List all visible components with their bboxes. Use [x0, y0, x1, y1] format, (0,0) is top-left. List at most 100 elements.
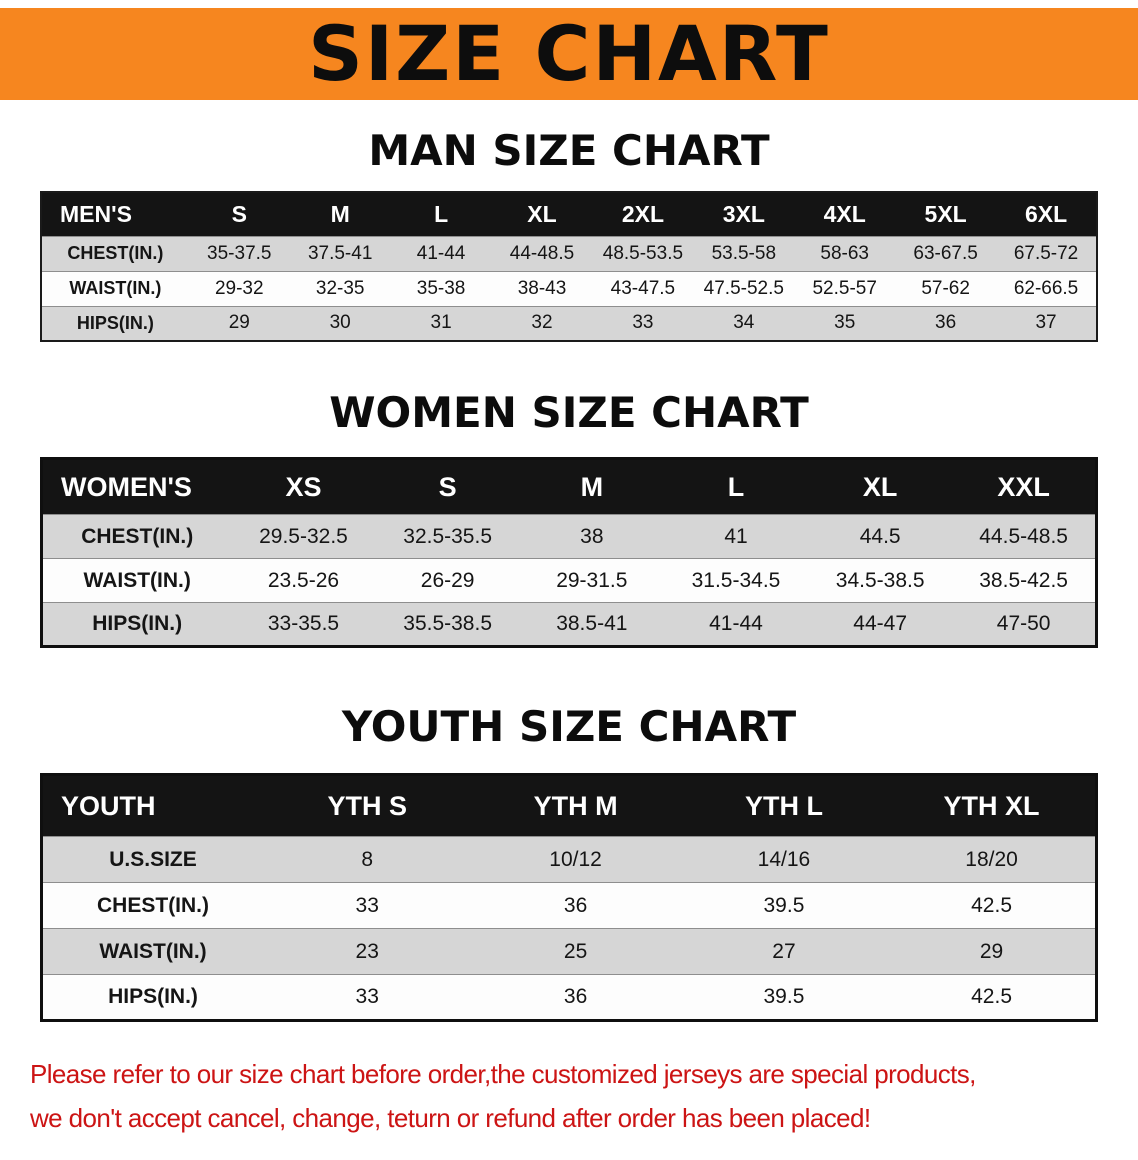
youth-size-table: YOUTH YTH S YTH M YTH L YTH XL U.S.SIZE 8 10/12… [40, 773, 1098, 1022]
size-value-cell: 31.5-34.5 [663, 558, 809, 603]
size-value-cell: 58-63 [794, 235, 896, 271]
size-column-header: L [663, 458, 809, 515]
size-column-header: L [390, 192, 492, 236]
size-value-cell: 29-31.5 [519, 558, 664, 603]
size-value-cell: 23.5-26 [231, 558, 376, 603]
size-value-cell: 34.5-38.5 [808, 558, 953, 603]
size-value-cell: 29 [888, 928, 1097, 975]
size-value-cell: 26-29 [375, 558, 520, 603]
size-value-cell: 29.5-32.5 [231, 514, 376, 559]
table-row: HIPS(IN.) 33-35.5 35.5-38.5 38.5-41 41-44 44-… [41, 602, 1097, 647]
size-value-cell: 34 [693, 305, 795, 341]
size-column-header: S [188, 192, 290, 236]
size-value-cell: 35.5-38.5 [375, 602, 520, 647]
size-column-header: 3XL [693, 192, 795, 236]
size-value-cell: 27 [679, 928, 889, 975]
size-value-cell: 10/12 [471, 836, 680, 883]
size-column-header: 2XL [592, 192, 694, 236]
size-value-cell: 32-35 [289, 270, 391, 306]
size-value-cell: 41-44 [663, 602, 809, 647]
size-value-cell: 14/16 [679, 836, 889, 883]
table-row: HIPS(IN.) 33 36 39.5 42.5 [41, 974, 1097, 1021]
table-header-row: MEN'S S M L XL 2XL 3XL 4XL 5XL 6XL [41, 192, 1097, 236]
size-value-cell: 63-67.5 [895, 235, 997, 271]
size-value-cell: 39.5 [679, 882, 889, 929]
table-row: U.S.SIZE 8 10/12 14/16 18/20 [41, 836, 1097, 883]
size-value-cell: 35-37.5 [188, 235, 290, 271]
size-value-cell: 33 [592, 305, 694, 341]
size-value-cell: 38-43 [491, 270, 593, 306]
size-value-cell: 42.5 [888, 882, 1097, 929]
table-title-cell: WOMEN'S [41, 458, 232, 515]
row-label-cell: WAIST(IN.) [41, 928, 264, 975]
size-column-header: XXL [952, 458, 1097, 515]
order-notice: Please refer to our size chart before or… [0, 1052, 1138, 1160]
table-header-row: WOMEN'S XS S M L XL XXL [41, 458, 1097, 515]
size-value-cell: 43-47.5 [592, 270, 694, 306]
women-section: WOMEN SIZE CHART WOMEN'S XS S M L XL XXL CHEST(… [0, 388, 1138, 648]
size-table: MEN'S S M L XL 2XL 3XL 4XL 5XL 6XL CHEST(IN.) 35-37… [40, 191, 1098, 342]
row-label-cell: HIPS(IN.) [41, 974, 264, 1021]
size-value-cell: 23 [263, 928, 472, 975]
size-value-cell: 8 [263, 836, 472, 883]
size-value-cell: 37.5-41 [289, 235, 391, 271]
size-column-header: 5XL [895, 192, 997, 236]
size-value-cell: 52.5-57 [794, 270, 896, 306]
youth-section-heading: YOUTH SIZE CHART [341, 702, 797, 751]
size-column-header: M [289, 192, 391, 236]
size-value-cell: 36 [471, 974, 680, 1021]
size-column-header: YTH XL [888, 774, 1097, 837]
size-value-cell: 53.5-58 [693, 235, 795, 271]
row-label-cell: CHEST(IN.) [41, 235, 189, 271]
size-value-cell: 39.5 [679, 974, 889, 1021]
size-value-cell: 41 [663, 514, 809, 559]
size-value-cell: 57-62 [895, 270, 997, 306]
size-column-header: XS [231, 458, 376, 515]
size-value-cell: 30 [289, 305, 391, 341]
row-label-cell: WAIST(IN.) [41, 270, 189, 306]
size-value-cell: 67.5-72 [996, 235, 1097, 271]
size-value-cell: 36 [895, 305, 997, 341]
size-table: WOMEN'S XS S M L XL XXL CHEST(IN.) 29.5-32.5 32.5… [40, 457, 1098, 648]
size-value-cell: 38 [519, 514, 664, 559]
size-value-cell: 37 [996, 305, 1097, 341]
size-value-cell: 42.5 [888, 974, 1097, 1021]
notice-line-1: Please refer to our size chart before or… [30, 1059, 976, 1089]
size-column-header: M [519, 458, 664, 515]
size-column-header: XL [808, 458, 953, 515]
row-label-cell: HIPS(IN.) [41, 602, 232, 647]
size-value-cell: 44-47 [808, 602, 953, 647]
size-value-cell: 35 [794, 305, 896, 341]
size-value-cell: 33-35.5 [231, 602, 376, 647]
table-row: CHEST(IN.) 29.5-32.5 32.5-35.5 38 41 44.5 44.5… [41, 514, 1097, 559]
size-value-cell: 18/20 [888, 836, 1097, 883]
size-value-cell: 29 [188, 305, 290, 341]
row-label-cell: CHEST(IN.) [41, 882, 264, 929]
row-label-cell: U.S.SIZE [41, 836, 264, 883]
size-value-cell: 31 [390, 305, 492, 341]
size-value-cell: 38.5-41 [519, 602, 664, 647]
table-row: WAIST(IN.) 23 25 27 29 [41, 928, 1097, 975]
size-value-cell: 38.5-42.5 [952, 558, 1097, 603]
table-row: CHEST(IN.) 35-37.5 37.5-41 41-44 44-48.5 48.5… [41, 235, 1097, 271]
row-label-cell: CHEST(IN.) [41, 514, 232, 559]
size-column-header: XL [491, 192, 593, 236]
men-size-table: MEN'S S M L XL 2XL 3XL 4XL 5XL 6XL CHEST(IN.) 35-37… [40, 191, 1098, 342]
size-value-cell: 32.5-35.5 [375, 514, 520, 559]
size-value-cell: 29-32 [188, 270, 290, 306]
men-section: MAN SIZE CHART MEN'S S M L XL 2XL 3XL 4XL 5XL 6XL… [0, 126, 1138, 342]
size-value-cell: 48.5-53.5 [592, 235, 694, 271]
table-title-cell: MEN'S [41, 192, 189, 236]
size-column-header: 6XL [996, 192, 1097, 236]
size-value-cell: 47-50 [952, 602, 1097, 647]
size-value-cell: 47.5-52.5 [693, 270, 795, 306]
page-title: SIZE CHART [308, 9, 830, 98]
table-row: WAIST(IN.) 23.5-26 26-29 29-31.5 31.5-34.5 34… [41, 558, 1097, 603]
women-section-heading: WOMEN SIZE CHART [329, 388, 809, 437]
men-section-heading: MAN SIZE CHART [368, 126, 770, 175]
size-value-cell: 25 [471, 928, 680, 975]
table-row: CHEST(IN.) 33 36 39.5 42.5 [41, 882, 1097, 929]
size-value-cell: 44.5-48.5 [952, 514, 1097, 559]
notice-line-2: we don't accept cancel, change, teturn o… [30, 1103, 871, 1133]
